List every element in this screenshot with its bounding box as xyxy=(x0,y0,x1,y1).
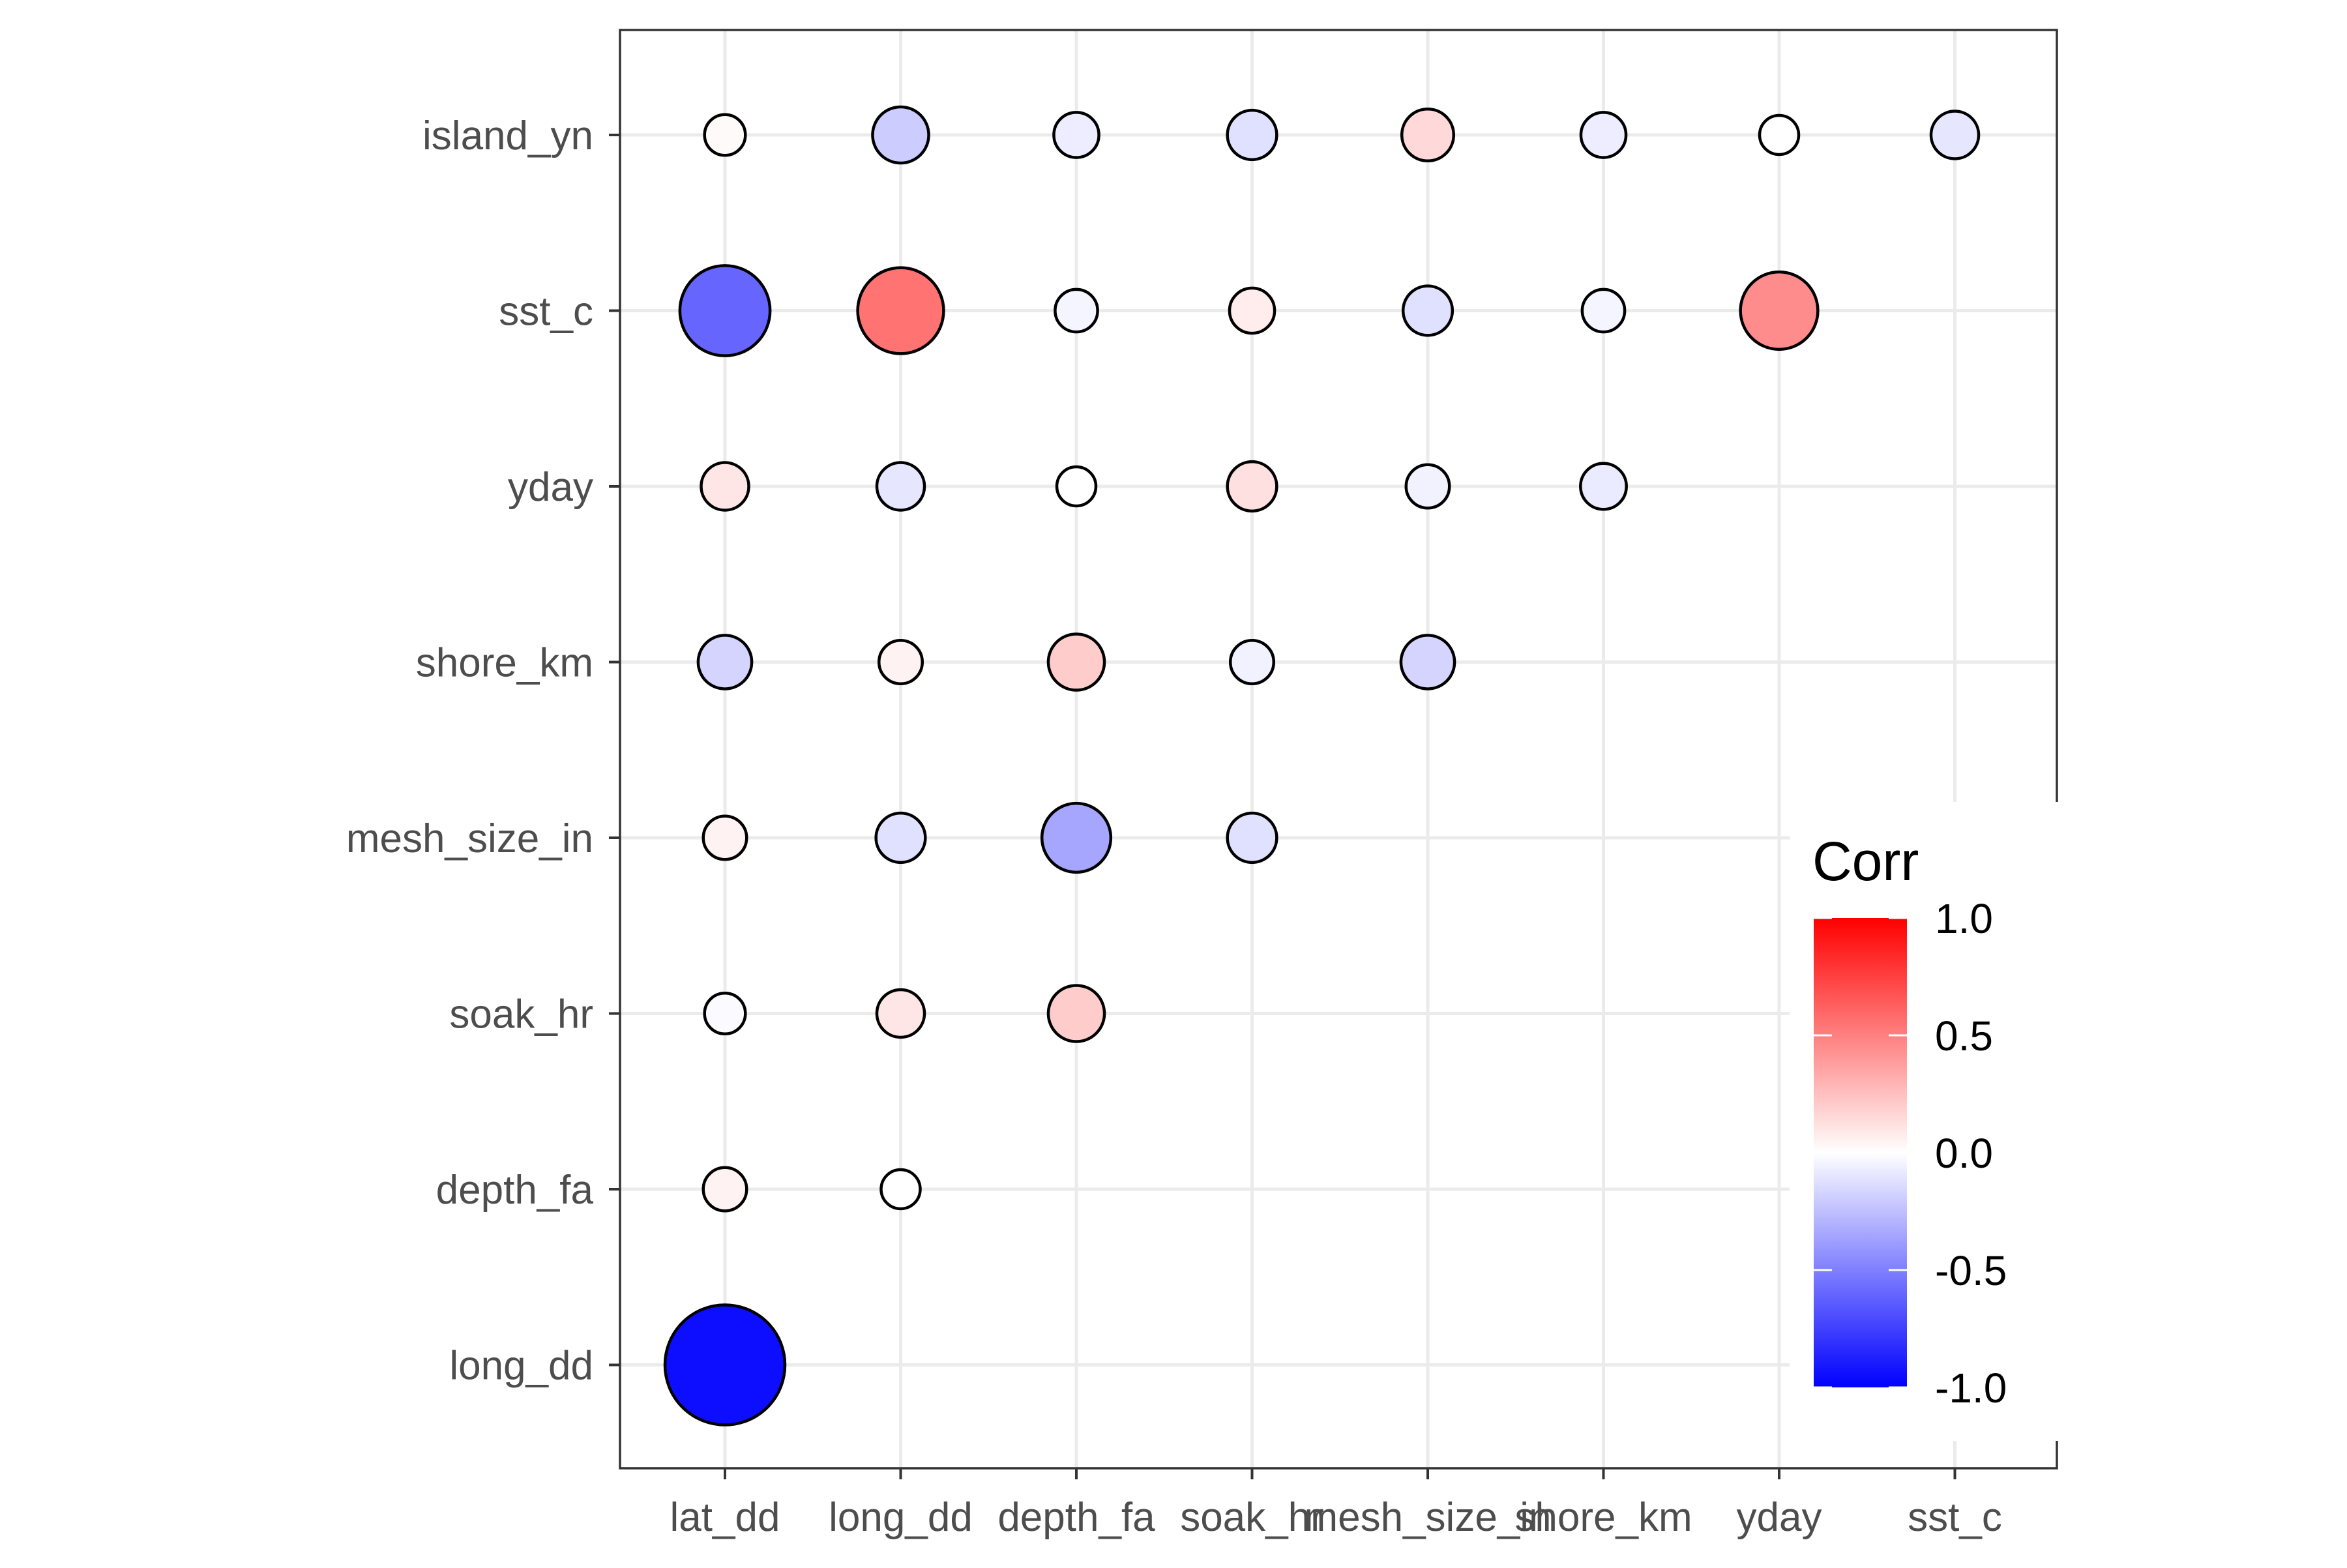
corr-point-depth_fa-shore_km xyxy=(1046,632,1106,692)
corr-point-soak_hr-sst_c xyxy=(1228,286,1277,335)
corr-point-depth_fa-island_yn xyxy=(1052,111,1100,159)
y-tick-label-long_dd: long_dd xyxy=(449,1344,593,1389)
x-tick-label-depth_fa: depth_fa xyxy=(997,1495,1155,1540)
y-tick-label-island_yn: island_yn xyxy=(422,113,593,158)
corr-point-mesh_size_in-sst_c xyxy=(1401,284,1454,337)
legend-label: 1.0 xyxy=(1935,895,1993,942)
corr-point-mesh_size_in-island_yn xyxy=(1400,107,1456,163)
x-tick-label-mesh_size_in: mesh_size_in xyxy=(1304,1495,1551,1540)
corr-point-long_dd-island_yn xyxy=(871,105,930,165)
y-tick-label-depth_fa: depth_fa xyxy=(436,1168,594,1213)
corr-point-lat_dd-shore_km xyxy=(696,634,754,690)
x-tick-label-sst_c: sst_c xyxy=(1908,1495,2002,1540)
corr-point-depth_fa-soak_hr xyxy=(1046,984,1106,1043)
x-tick-label-soak_hr: soak_hr xyxy=(1180,1495,1324,1540)
corr-point-soak_hr-shore_km xyxy=(1228,638,1276,686)
legend-label: 0.5 xyxy=(1935,1013,1993,1059)
point-layer xyxy=(663,105,1981,1427)
legend-title: Corr xyxy=(1812,831,1919,892)
corr-point-depth_fa-sst_c xyxy=(1054,288,1099,334)
corr-point-long_dd-sst_c xyxy=(856,266,945,355)
corr-point-long_dd-mesh_size_in xyxy=(874,811,927,865)
corr-point-depth_fa-mesh_size_in xyxy=(1040,801,1113,874)
corr-point-yday-sst_c xyxy=(1739,270,1820,351)
y-tick-label-yday: yday xyxy=(508,465,593,510)
y-tick-label-shore_km: shore_km xyxy=(416,641,593,686)
corr-point-lat_dd-sst_c xyxy=(678,264,772,357)
legend-label: 0.0 xyxy=(1935,1130,1993,1177)
corr-point-lat_dd-long_dd xyxy=(663,1303,787,1427)
axis-layer: lat_dd long_dd depth_fa soak_hrmesh_size_in… xyxy=(346,113,2002,1540)
corr-point-shore_km-sst_c xyxy=(1580,288,1627,334)
corr-point-yday-island_yn xyxy=(1758,113,1801,156)
legend: Corr 1.0 0.5 0.0 -0.5 -1.0 xyxy=(1790,802,2109,1441)
x-tick-label-lat_dd: lat_dd xyxy=(670,1495,780,1540)
panel-border xyxy=(619,29,2058,1470)
corr-point-lat_dd-depth_fa xyxy=(701,1166,748,1213)
corr-point-long_dd-soak_hr xyxy=(875,988,926,1039)
corr-point-depth_fa-yday xyxy=(1055,465,1098,508)
corr-point-lat_dd-yday xyxy=(700,461,750,512)
corr-point-long_dd-yday xyxy=(875,461,926,512)
y-tick-label-sst_c: sst_c xyxy=(499,289,593,334)
corr-point-lat_dd-island_yn xyxy=(703,113,747,157)
corr-point-lat_dd-soak_hr xyxy=(703,991,747,1036)
corr-point-sst_c-island_yn xyxy=(1929,110,1981,160)
legend-label: -0.5 xyxy=(1935,1247,2007,1294)
y-tick-label-soak_hr: soak_hr xyxy=(449,992,593,1037)
corr-point-soak_hr-island_yn xyxy=(1226,108,1278,162)
corr-point-soak_hr-mesh_size_in xyxy=(1226,811,1278,865)
y-tick-label-mesh_size_in: mesh_size_in xyxy=(346,816,593,861)
x-tick-label-long_dd: long_dd xyxy=(829,1495,973,1540)
corr-point-soak_hr-yday xyxy=(1226,460,1278,513)
x-tick-label-shore_km: shore_km xyxy=(1514,1495,1692,1540)
legend-label: -1.0 xyxy=(1935,1365,2007,1412)
corr-point-shore_km-yday xyxy=(1579,462,1628,511)
corr-point-long_dd-shore_km xyxy=(877,638,924,686)
x-tick-label-yday: yday xyxy=(1737,1495,1822,1540)
corr-point-shore_km-island_yn xyxy=(1579,111,1628,159)
corr-point-mesh_size_in-shore_km xyxy=(1399,634,1456,690)
corr-point-long_dd-depth_fa xyxy=(879,1168,922,1211)
corr-point-lat_dd-mesh_size_in xyxy=(701,814,748,861)
corr-point-mesh_size_in-yday xyxy=(1404,463,1451,510)
